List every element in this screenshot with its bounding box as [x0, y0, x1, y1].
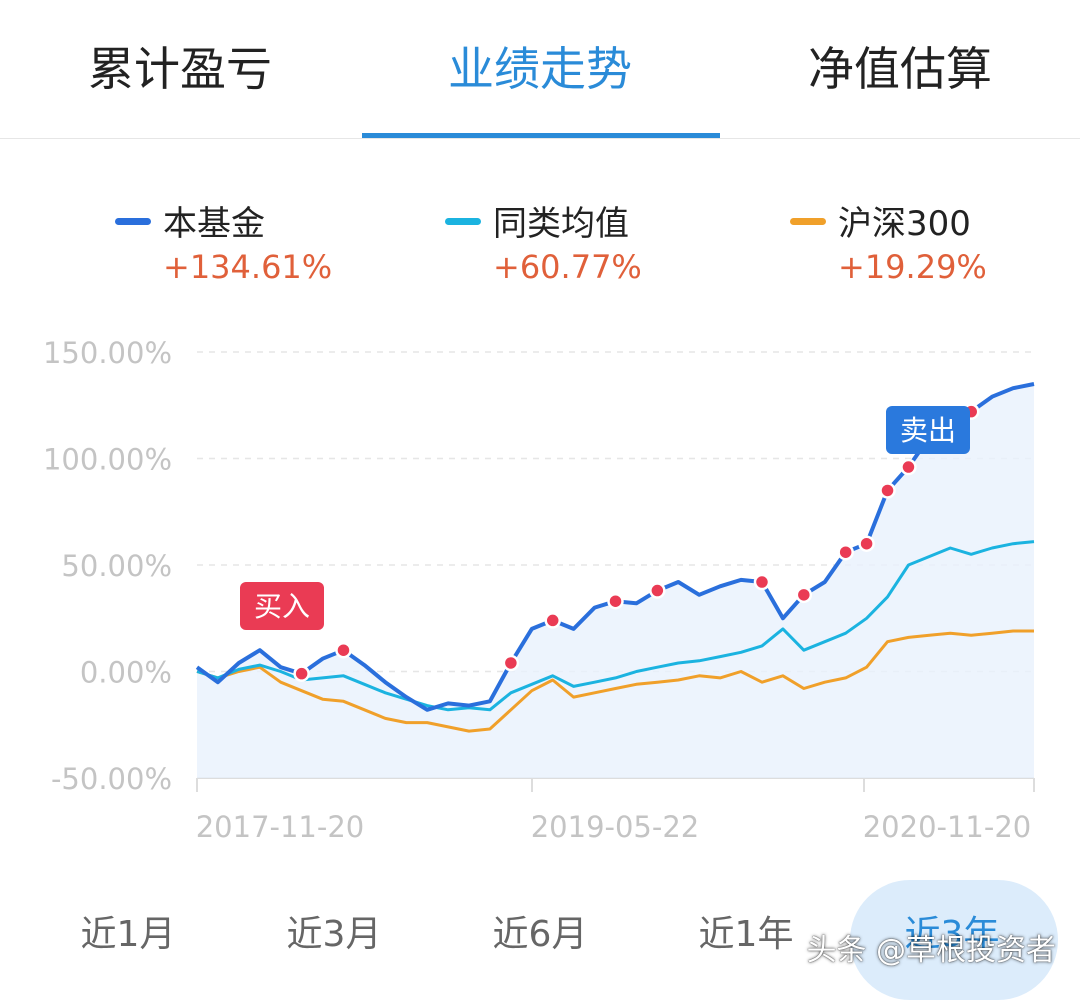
trade-point [858, 535, 875, 552]
fund-area-fill [197, 384, 1034, 778]
trade-point [649, 582, 666, 599]
sell-marker [886, 406, 970, 454]
tab-performance-trend[interactable]: 业绩走势 [448, 42, 632, 96]
period-tab-3y[interactable]: 近3年 [904, 914, 1000, 955]
buy-marker-label: 买入 [254, 590, 310, 623]
period-tab-6m[interactable]: 近6月 [492, 914, 588, 955]
legend-value-csi300: +19.29% [838, 248, 987, 286]
sell-marker-label: 卖出 [900, 414, 956, 447]
legend-swatch-csi300 [790, 218, 826, 225]
series-line-peer-average [196, 540, 1035, 712]
trade-point [795, 586, 813, 604]
trade-point [607, 592, 624, 610]
y-tick-label: -50.00% [51, 762, 172, 796]
buy-marker [240, 582, 324, 630]
x-tick-label: 2019-05-22 [531, 810, 700, 844]
trade-point [753, 573, 771, 591]
series-line-csi300 [196, 629, 1034, 733]
legend-name-peer-average: 同类均值 [493, 204, 629, 244]
legend-name-csi300: 沪深300 [838, 204, 971, 244]
legend-value-fund: +134.61% [163, 248, 333, 286]
legend-value-peer-average: +60.77% [493, 248, 642, 286]
legend-swatch-peer-average [445, 218, 481, 225]
tab-nav-estimate[interactable]: 净值估算 [808, 42, 992, 96]
period-tab-3m[interactable]: 近3月 [286, 914, 382, 955]
trade-point [293, 665, 310, 682]
trade-point [879, 482, 896, 499]
period-tab-1y[interactable]: 近1年 [698, 914, 794, 955]
y-tick-label: 100.00% [43, 443, 172, 477]
performance-chart[interactable]: 150.00% 100.00% 50.00% 0.00% -50.00% 2017-11-… [0, 320, 1080, 850]
y-tick-label: 150.00% [43, 336, 172, 370]
y-tick-label: 0.00% [80, 656, 172, 690]
period-tab-1m[interactable]: 近1月 [80, 914, 176, 955]
active-tab-indicator [362, 133, 720, 138]
trade-point [335, 641, 352, 659]
legend-name-fund: 本基金 [163, 204, 265, 244]
y-tick-label: 50.00% [61, 549, 172, 583]
period-active-highlight [850, 880, 1058, 1000]
trade-point [502, 654, 520, 672]
trade-point [837, 543, 854, 561]
tab-bar: 累计盈亏 业绩走势 净值估算 [0, 0, 1080, 139]
trade-point [544, 612, 561, 629]
tab-cumulative-pnl[interactable]: 累计盈亏 [88, 42, 272, 96]
watermark-text: 头条 @草根投资者 [806, 933, 1056, 968]
x-tick-label: 2020-11-20 [863, 810, 1032, 844]
trade-point [900, 458, 917, 476]
x-tick-label: 2017-11-20 [196, 810, 365, 844]
legend-swatch-fund [115, 218, 151, 225]
